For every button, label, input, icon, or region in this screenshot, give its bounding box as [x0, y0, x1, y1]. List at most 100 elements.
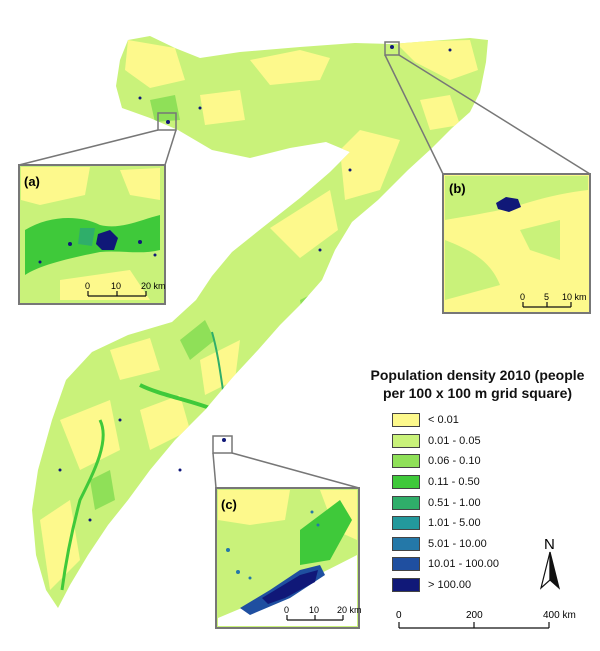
low-density-region: [40, 500, 80, 590]
town-dot: [138, 96, 142, 100]
connector-line: [212, 452, 217, 489]
low-density-region: [340, 130, 400, 200]
town-dot: [310, 510, 314, 514]
medium-density-region: [520, 220, 560, 260]
town-dot: [138, 240, 142, 244]
map-legend: Population density 2010 (people per 100 …: [360, 366, 595, 593]
main-scale-bar: [398, 622, 550, 629]
town-dot: [88, 518, 92, 522]
legend-label: 0.01 - 0.05: [428, 434, 481, 447]
north-arrow-right: [549, 551, 561, 590]
legend-label: 10.01 - 100.00: [428, 558, 499, 571]
legend-title-line: per 100 x 100 m grid square): [382, 385, 573, 401]
town-dot: [58, 468, 62, 472]
scale-tick-label: 0: [520, 292, 525, 302]
city-core: [496, 197, 521, 212]
zoom-connectors: [18, 41, 591, 489]
legend-row: 10.01 - 100.00: [392, 554, 592, 575]
low-density-region: [140, 395, 190, 450]
inset-a: (a) 0 10 20 km: [18, 164, 166, 305]
connector-line: [384, 54, 444, 175]
inset-label: (b): [449, 181, 466, 196]
town-dot: [448, 48, 452, 52]
low-density-region: [420, 95, 460, 130]
town-dot: [248, 576, 252, 580]
legend-label: 1.01 - 5.00: [428, 517, 481, 530]
north-arrow: N: [539, 536, 561, 590]
low-density-region: [110, 338, 160, 380]
connector-line: [231, 452, 360, 489]
legend-swatch: [392, 475, 420, 490]
legend-label: < 0.01: [428, 414, 459, 427]
legend-title-line: Population density 2010 (people: [370, 367, 585, 383]
low-density-region: [21, 167, 90, 205]
medium-density-region: [445, 240, 500, 300]
town-dot: [118, 418, 122, 422]
town-dot: [198, 106, 202, 110]
city-core: [96, 230, 118, 250]
scale-tick-label: 400 km: [543, 610, 576, 621]
connector-line: [18, 129, 159, 166]
town-dot: [166, 120, 170, 124]
low-density-region: [60, 270, 150, 300]
scale-tick-label: 10: [309, 605, 319, 615]
legend-swatch: [392, 413, 420, 428]
low-density-region: [218, 490, 290, 525]
legend-label: 0.51 - 1.00: [428, 496, 481, 509]
medium-density-region: [300, 500, 352, 565]
legend-row: 0.06 - 0.10: [392, 451, 592, 472]
inset-label: (a): [24, 174, 40, 189]
inset-scale-bar: [87, 291, 147, 297]
town-dot: [38, 260, 42, 264]
legend-label: 0.11 - 0.50: [428, 476, 480, 489]
high-density-region: [78, 228, 95, 246]
town-dot: [226, 548, 230, 552]
legend-label: > 100.00: [428, 579, 472, 592]
town-dot: [236, 570, 240, 574]
town-dot: [390, 45, 394, 49]
inset-b: (b) 0 5 10 km: [442, 173, 591, 314]
legend-label: 5.01 - 10.00: [428, 537, 487, 550]
city-core: [262, 570, 318, 604]
medium-density-region: [445, 176, 588, 220]
legend-swatch: [392, 495, 420, 510]
scale-tick-label: 0: [396, 610, 402, 621]
legend-swatch: [392, 516, 420, 531]
town-dot: [68, 242, 72, 246]
connector-line: [164, 129, 177, 166]
medium-density-region: [90, 470, 115, 510]
inset-c: (c) 0 10 20 km: [215, 487, 362, 629]
settlement-dots: [58, 45, 452, 522]
legend-row: > 100.00: [392, 575, 592, 596]
legend-row: 0.01 - 0.05: [392, 431, 592, 452]
low-density-region: [200, 90, 245, 125]
town-dot: [153, 253, 157, 257]
low-density-region: [250, 50, 330, 85]
town-dot: [318, 248, 322, 252]
legend-row: < 0.01: [392, 410, 592, 431]
north-label: N: [544, 536, 555, 553]
scale-tick-label: 5: [544, 292, 549, 302]
legend-swatch: [392, 433, 420, 448]
legend-items: < 0.01 0.01 - 0.05 0.06 - 0.10 0.11 - 0.50 0…: [392, 410, 592, 595]
town-dot: [222, 438, 226, 442]
low-density-region: [125, 40, 185, 88]
legend-swatch: [392, 454, 420, 469]
zoom-box-c: [212, 435, 233, 454]
scale-tick-label: 0: [284, 605, 289, 615]
inset-label: (c): [221, 497, 237, 512]
legend-swatch: [392, 557, 420, 572]
river-corridor: [60, 419, 105, 591]
legend-row: 0.51 - 1.00: [392, 492, 592, 513]
medium-density-region: [25, 215, 160, 275]
legend-label: 0.06 - 0.10: [428, 455, 481, 468]
low-density-region: [60, 400, 120, 470]
zoom-box-a: [157, 112, 177, 131]
medium-density-region: [180, 320, 215, 360]
town-dot: [178, 468, 182, 472]
low-density-region: [270, 190, 338, 258]
inset-scale-bar: [522, 302, 572, 308]
scale-tick-label: 20 km: [141, 281, 166, 291]
scale-tick-label: 10: [111, 281, 121, 291]
